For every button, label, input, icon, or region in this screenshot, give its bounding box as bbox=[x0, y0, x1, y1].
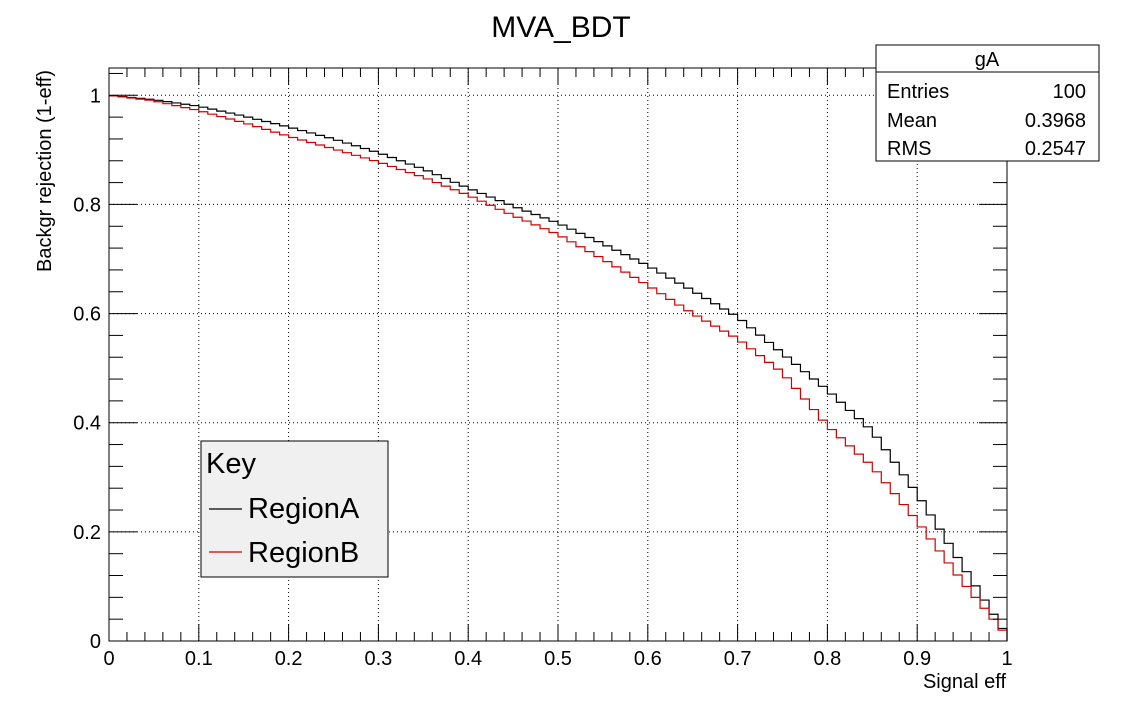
tick-labels: 0 0.1 0.2 0.3 0.4 0.5 0.6 0.7 0.8 0.9 1 0 0.2 0.4 0.6 0… bbox=[73, 85, 1012, 670]
legend-label-regiona: RegionA bbox=[248, 493, 360, 525]
x-tick-label: 0.9 bbox=[903, 648, 931, 670]
y-tick-label: 0.4 bbox=[73, 413, 101, 435]
stats-box: gA Entries 100 Mean 0.3968 RMS 0.2547 bbox=[875, 44, 1100, 162]
x-tick-label: 0.8 bbox=[813, 648, 841, 670]
x-tick-label: 0.2 bbox=[275, 648, 303, 670]
stats-label-rms: RMS bbox=[887, 138, 931, 160]
stats-title: gA bbox=[975, 49, 1000, 71]
legend-title: Key bbox=[206, 448, 256, 480]
y-tick-label: 0.6 bbox=[73, 304, 101, 326]
series-layer bbox=[109, 95, 1008, 641]
x-tick-label: 0.3 bbox=[364, 648, 392, 670]
stats-value-mean: 0.3968 bbox=[1025, 110, 1086, 132]
stats-value-entries: 100 bbox=[1053, 81, 1086, 103]
y-axis-label: Backgr rejection (1-eff) bbox=[34, 70, 56, 272]
stats-label-entries: Entries bbox=[887, 81, 949, 103]
y-tick-label: 1 bbox=[90, 85, 101, 107]
x-tick-label: 0.1 bbox=[185, 648, 213, 670]
legend-label-regionb: RegionB bbox=[248, 537, 359, 569]
series-line-regiona bbox=[109, 95, 1008, 641]
x-tick-label: 0 bbox=[103, 648, 114, 670]
x-tick-label: 0.6 bbox=[634, 648, 662, 670]
axes-ticks bbox=[108, 68, 1008, 642]
y-tick-label: 0.2 bbox=[73, 522, 101, 544]
legend: Key RegionA RegionB bbox=[200, 440, 389, 578]
y-tick-label: 0 bbox=[90, 631, 101, 653]
stats-value-rms: 0.2547 bbox=[1025, 138, 1086, 160]
grid bbox=[109, 68, 1007, 641]
stats-label-mean: Mean bbox=[887, 110, 937, 132]
x-tick-label: 0.7 bbox=[724, 648, 752, 670]
y-tick-label: 0.8 bbox=[73, 194, 101, 216]
x-axis-label: Signal eff bbox=[923, 671, 1006, 693]
x-tick-label: 0.4 bbox=[454, 648, 482, 670]
series-line-regionb bbox=[109, 95, 1008, 641]
chart-title: MVA_BDT bbox=[491, 11, 630, 44]
stats-frame bbox=[875, 44, 1100, 162]
x-tick-label: 0.5 bbox=[544, 648, 572, 670]
x-tick-label: 1 bbox=[1001, 648, 1012, 670]
